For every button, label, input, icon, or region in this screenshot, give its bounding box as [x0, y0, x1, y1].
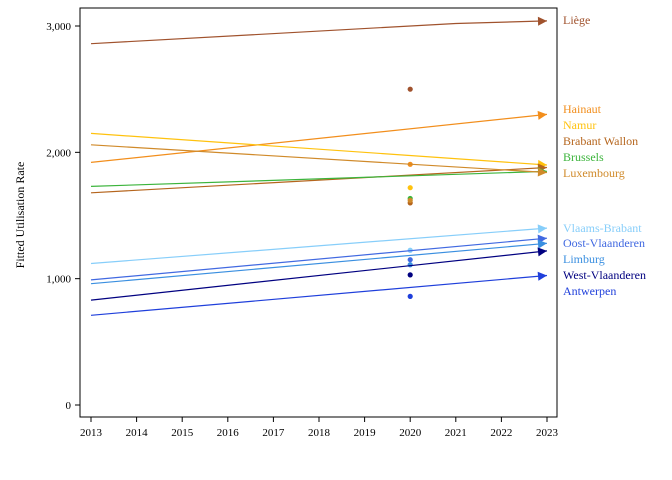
series-arrow-west-vlaanderen: [537, 247, 547, 257]
series-label-limburg: Limburg: [563, 252, 605, 266]
x-tick-label: 2023: [536, 427, 559, 439]
x-tick-label: 2014: [126, 427, 149, 439]
x-tick-label: 2018: [308, 427, 331, 439]
x-tick-label: 2020: [399, 427, 422, 439]
series-label-brussels: Brussels: [563, 150, 604, 164]
plot-frame: 2013 2014 2015 2016 2017 2018 2019 2020 2021 2022…: [46, 7, 559, 439]
series-label-namur: Namur: [563, 118, 596, 132]
data-point-li-ge: [407, 86, 413, 92]
data-point-oost-vlaanderen: [407, 257, 413, 263]
x-tick-label: 2015: [171, 427, 194, 439]
series-line-luxembourg: [90, 144, 548, 174]
y-tick-label: 1,000: [46, 274, 71, 286]
series-label-li-ge: Liège: [563, 13, 590, 27]
series-line-limburg: [90, 242, 548, 285]
series-line-vlaams-brabant: [90, 227, 548, 265]
series-arrow-antwerpen: [537, 271, 547, 281]
series-line-li-ge: [90, 20, 548, 45]
y-tick-label: 0: [66, 400, 72, 412]
x-tick-label: 2019: [354, 427, 377, 439]
series-layer: [90, 16, 548, 316]
series-line-namur: [90, 132, 548, 166]
series-label-west-vlaanderen: West-Vlaanderen: [563, 268, 646, 282]
series-label-antwerpen: Antwerpen: [563, 284, 616, 298]
series-line-oost-vlaanderen: [90, 237, 548, 281]
series-arrow-hainaut: [537, 110, 547, 120]
series-arrow-li-ge: [537, 16, 547, 26]
series-line-antwerpen: [90, 274, 548, 316]
series-arrow-luxembourg: [537, 167, 547, 177]
series-label-brabant-wallon: Brabant Wallon: [563, 134, 638, 148]
data-point-namur: [407, 185, 413, 191]
data-point-west-vlaanderen: [407, 272, 413, 278]
data-point-limburg: [407, 262, 413, 268]
series-label-oost-vlaanderen: Oost-Vlaanderen: [563, 236, 645, 250]
series-label-vlaams-brabant: Vlaams-Brabant: [563, 221, 642, 235]
x-tick-label: 2021: [445, 427, 467, 439]
y-tick-label: 2,000: [46, 147, 71, 159]
series-labels: Liège Hainaut Namur Brabant Wallon Brussels L…: [563, 13, 646, 298]
series-line-west-vlaanderen: [90, 250, 548, 301]
y-tick-label: 3,000: [46, 21, 71, 33]
x-tick-label: 2017: [262, 427, 285, 439]
data-point-antwerpen: [407, 293, 413, 299]
series-label-luxembourg: Luxembourg: [563, 166, 625, 180]
series-line-hainaut: [90, 113, 548, 163]
series-arrow-limburg: [537, 239, 547, 249]
x-tick-label: 2013: [80, 427, 103, 439]
x-tick-label: 2016: [217, 427, 240, 439]
y-axis-title: Fitted Utilisation Rate: [13, 162, 27, 269]
series-line-brabant-wallon: [90, 166, 548, 194]
series-arrow-vlaams-brabant: [537, 224, 547, 234]
series-line-brussels: [90, 170, 548, 187]
data-point-luxembourg: [407, 197, 413, 203]
x-tick-label: 2022: [490, 427, 512, 439]
series-label-hainaut: Hainaut: [563, 102, 602, 116]
